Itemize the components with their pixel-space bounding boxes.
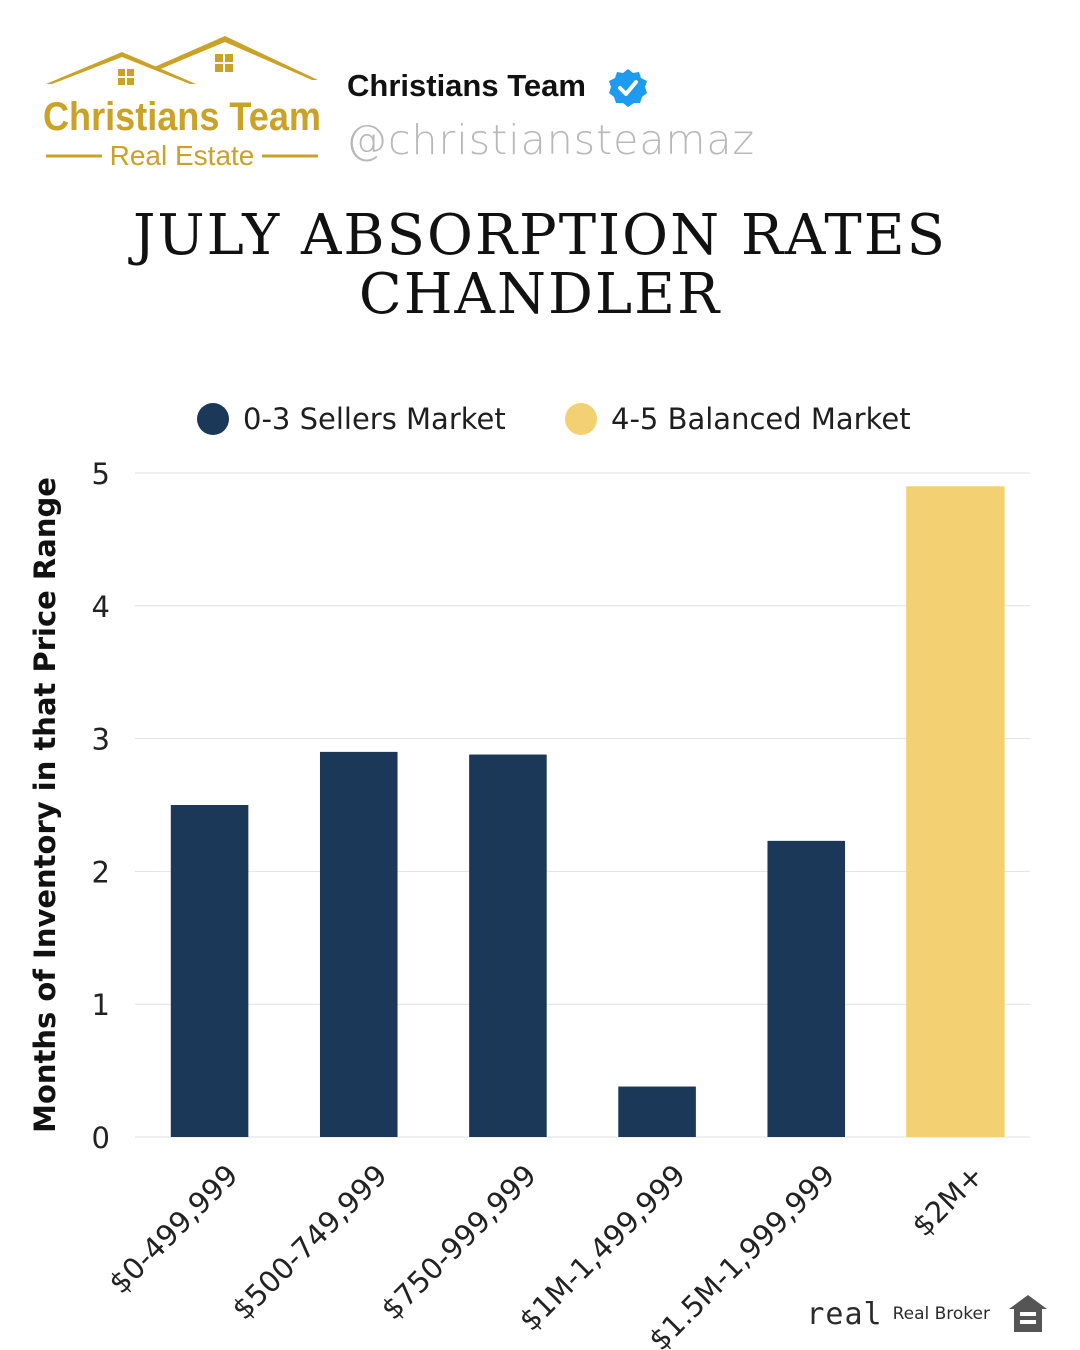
legend-label-balanced: 4-5 Balanced Market <box>611 402 911 436</box>
x-tick-label: $2M+ <box>905 1158 990 1243</box>
logo-subtitle-text: Real Estate <box>110 140 255 171</box>
y-axis-label: Months of Inventory in that Price Range <box>28 477 62 1133</box>
x-tick-label: $500-749,999 <box>225 1158 393 1326</box>
y-tick-label: 0 <box>92 1121 110 1155</box>
bar <box>319 751 398 1137</box>
verified-badge-icon <box>609 69 647 107</box>
legend-swatch-sellers <box>197 403 229 435</box>
logo-title-text: Christians Team <box>43 95 321 139</box>
bar <box>906 486 1005 1137</box>
x-tick-label: $0-499,999 <box>102 1158 244 1300</box>
y-tick-label: 3 <box>92 723 110 757</box>
legend-swatch-balanced <box>565 403 597 435</box>
bar <box>767 840 846 1137</box>
x-tick-label: $750-999,999 <box>374 1158 542 1326</box>
equal-housing-icon <box>1009 1295 1047 1332</box>
account-name: Christians Team <box>347 68 586 103</box>
bar <box>469 754 547 1137</box>
chart-title: JULY ABSORPTION RATES <box>132 203 948 268</box>
bar <box>618 1086 696 1137</box>
real-broker-label: Real Broker <box>892 1304 990 1324</box>
footer: real Real Broker <box>806 1292 1050 1336</box>
y-tick-label: 5 <box>92 457 110 491</box>
y-tick-label: 2 <box>92 855 110 889</box>
legend-item-balanced: 4-5 Balanced Market <box>565 402 911 436</box>
real-logo: real <box>806 1296 883 1332</box>
bar <box>170 805 249 1137</box>
chart-legend: 0-3 Sellers Market 4-5 Balanced Market <box>0 400 1080 444</box>
account-handle: @christiansteamaz <box>346 116 756 164</box>
legend-item-sellers: 0-3 Sellers Market <box>197 402 506 436</box>
chart-subtitle: CHANDLER <box>358 262 722 327</box>
legend-label-sellers: 0-3 Sellers Market <box>243 402 506 436</box>
company-logo: Christians Team Real Estate <box>43 36 321 171</box>
y-tick-label: 1 <box>92 988 110 1022</box>
bar-chart: 0 1 2 3 4 5 Months of Inventory in that Price … <box>28 457 1030 1350</box>
y-tick-label: 4 <box>92 590 110 624</box>
